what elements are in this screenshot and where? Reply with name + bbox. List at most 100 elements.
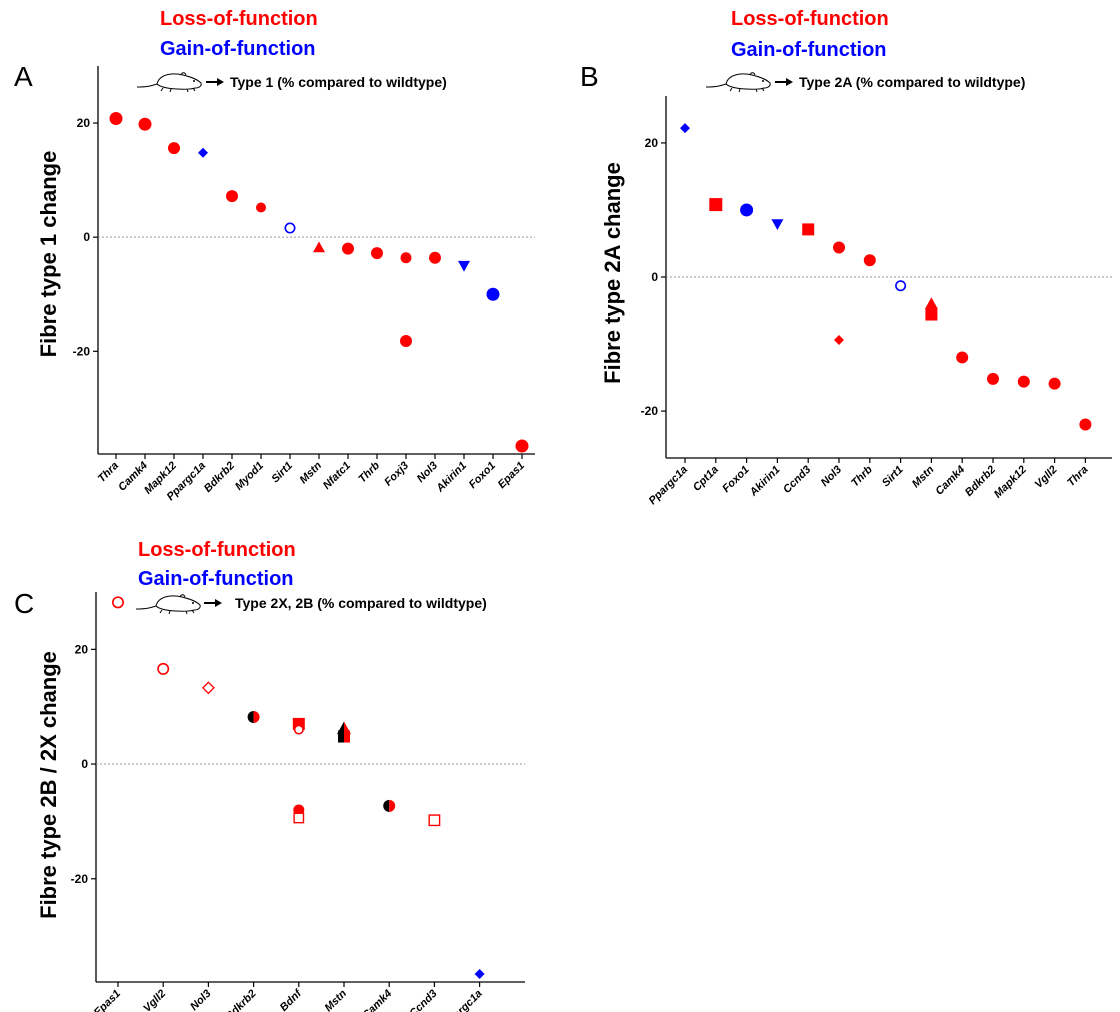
- mouse-icon: [135, 594, 201, 615]
- panel-a-x-tick-label: Nfatc1: [321, 460, 353, 492]
- panel-b-x-tick-label: Sirt1: [880, 464, 906, 490]
- panel-b-x-tick-label: Camk4: [933, 464, 967, 498]
- panel-a-data-point: [515, 439, 529, 453]
- panel-a-plot-area: 200-20ThraCamk4Mapk12Ppargc1aBdkrb2Myod1…: [73, 66, 535, 503]
- panel-b-x-tick-label: Mapk12: [992, 464, 1029, 501]
- panel-c-y-tick-label: 20: [75, 642, 89, 656]
- panel-a-x-tick-label: Foxo1: [467, 460, 498, 491]
- panel-c-legend-gain: Gain-of-function: [138, 568, 294, 590]
- panel-a-x-tick-label: Sirt1: [269, 460, 295, 486]
- panel-c-x-tick-label: Vgll2: [141, 988, 168, 1012]
- panel-b-x-tick-label: Ppargc1a: [647, 464, 691, 508]
- panel-a-data-point: [371, 247, 383, 260]
- panel-a-x-tick-label: Nol3: [415, 460, 440, 485]
- panel-b-x-tick-label: Ccnd3: [781, 464, 813, 496]
- panel-a-data-point: [486, 287, 500, 301]
- panel-a-x-tick-label: Thra: [96, 460, 121, 485]
- panel-a-data-point: [313, 241, 325, 253]
- panel-a-data-point: [138, 117, 152, 131]
- panel-b-data-point: [925, 308, 938, 321]
- panel-b-letter: B: [580, 61, 599, 92]
- panel-c-y-axis-label: Fibre type 2B / 2X change: [36, 651, 61, 919]
- panel-c-letter: C: [14, 588, 34, 619]
- panel-b-x-tick-label: Thrb: [849, 463, 875, 489]
- panel-a-data-point: [168, 142, 180, 155]
- mouse-icon: [136, 72, 202, 93]
- panel-c-x-tick-label: Ppargc1a: [441, 988, 485, 1012]
- panel-c-data-point: [474, 968, 485, 979]
- panel-a-x-tick-label: Akirin1: [434, 460, 470, 496]
- panel-a-x-tick-label: Thrb: [356, 459, 382, 485]
- panel-b-data-point: [863, 254, 876, 267]
- panel-b-data-point: [771, 219, 784, 231]
- panel-a: Loss-of-function Gain-of-function A Type…: [14, 8, 535, 503]
- panel-c-x-tick-label: Ccnd3: [407, 988, 439, 1012]
- panel-b-data-point: [802, 223, 815, 236]
- panel-a-data-point: [284, 222, 296, 234]
- panel-b-y-tick-label: -20: [641, 404, 659, 418]
- panel-a-x-tick-label: Myod1: [233, 460, 266, 493]
- panel-b-x-tick-label: Cpt1a: [691, 464, 721, 494]
- panel-c-data-point: [383, 799, 396, 812]
- panel-c: Loss-of-function Gain-of-function C Type…: [14, 539, 525, 1012]
- panel-b-x-tick-label: Thra: [1065, 464, 1090, 489]
- panel-c-data-point: [112, 596, 124, 609]
- panel-c-plot-area: 20 0 -20 Epas1 Vgll2 Nol3 Bdkrb2 Bdnf Mstn Camk4 C…: [71, 592, 525, 1012]
- panel-b-y-tick-label: 20: [645, 136, 659, 150]
- panel-b-data-point: [709, 198, 723, 212]
- panel-a-legend-loss: Loss-of-function: [160, 8, 318, 30]
- panel-c-data-point: [157, 662, 170, 675]
- panel-b-data-point: [740, 203, 754, 217]
- panel-a-subtitle: Type 1 (% compared to wildtype): [230, 74, 447, 90]
- panel-b-y-tick-label: 0: [651, 270, 658, 284]
- panel-a-y-tick-label: 0: [83, 230, 90, 244]
- panel-a-y-tick-label: 20: [77, 116, 91, 130]
- panel-c-x-tick-label: Camk4: [360, 988, 394, 1012]
- mouse-icon: [705, 72, 771, 93]
- panel-b-data-point: [834, 335, 844, 346]
- panel-a-data-point: [400, 252, 412, 264]
- panel-b-x-tick-label: Nol3: [819, 464, 844, 489]
- panel-b-x-tick-label: Mstn: [910, 463, 937, 490]
- panel-b: Loss-of-function Gain-of-function B Type…: [580, 8, 1112, 507]
- panel-b-data-point: [680, 123, 690, 134]
- panel-c-data-point: [201, 681, 215, 695]
- panel-c-data-point: [338, 730, 350, 743]
- panel-b-data-point: [987, 372, 999, 385]
- panel-b-subtitle: Type 2A (% compared to wildtype): [799, 74, 1025, 90]
- panel-c-x-tick-label: Mstn: [322, 987, 349, 1012]
- panel-c-data-point: [247, 711, 260, 724]
- arrow-right-icon: [775, 78, 793, 86]
- panel-b-data-point: [924, 297, 938, 310]
- panel-b-y-axis-label: Fibre type 2A change: [600, 162, 625, 384]
- panel-a-y-axis-label: Fibre type 1 change: [36, 151, 61, 358]
- panel-c-subtitle: Type 2X, 2B (% compared to wildtype): [235, 595, 487, 611]
- panel-b-x-tick-label: Akirin1: [747, 464, 783, 500]
- panel-a-legend-gain: Gain-of-function: [160, 38, 316, 60]
- panel-a-data-point: [342, 242, 354, 255]
- panel-c-legend-loss: Loss-of-function: [138, 539, 296, 561]
- panel-c-y-tick-label: -20: [71, 872, 89, 886]
- panel-a-x-tick-label: Epas1: [496, 460, 527, 491]
- panel-a-data-point: [400, 335, 412, 348]
- panel-a-letter: A: [14, 61, 33, 92]
- panel-c-x-tick-label: Bdkrb2: [223, 988, 258, 1012]
- panel-a-data-point: [198, 147, 208, 158]
- panel-a-data-point: [458, 260, 470, 272]
- panel-a-y-tick-label: -20: [73, 344, 91, 358]
- panel-c-data-point: [293, 812, 305, 824]
- panel-a-x-tick-label: Mstn: [297, 459, 324, 486]
- panel-b-data-point: [895, 280, 907, 292]
- panel-b-legend-loss: Loss-of-function: [731, 8, 889, 30]
- panel-c-x-tick-label: Bdnf: [278, 987, 305, 1012]
- panel-c-x-tick-label: Nol3: [188, 988, 213, 1012]
- panel-b-data-point: [956, 351, 969, 364]
- panel-b-legend-gain: Gain-of-function: [731, 39, 887, 61]
- panel-a-x-tick-label: Foxj3: [382, 460, 411, 489]
- panel-a-x-tick-label: Bdkrb2: [202, 460, 237, 495]
- panel-a-data-point: [109, 111, 123, 125]
- panel-b-data-point: [1079, 418, 1092, 431]
- panel-c-y-tick-label: 0: [81, 757, 88, 771]
